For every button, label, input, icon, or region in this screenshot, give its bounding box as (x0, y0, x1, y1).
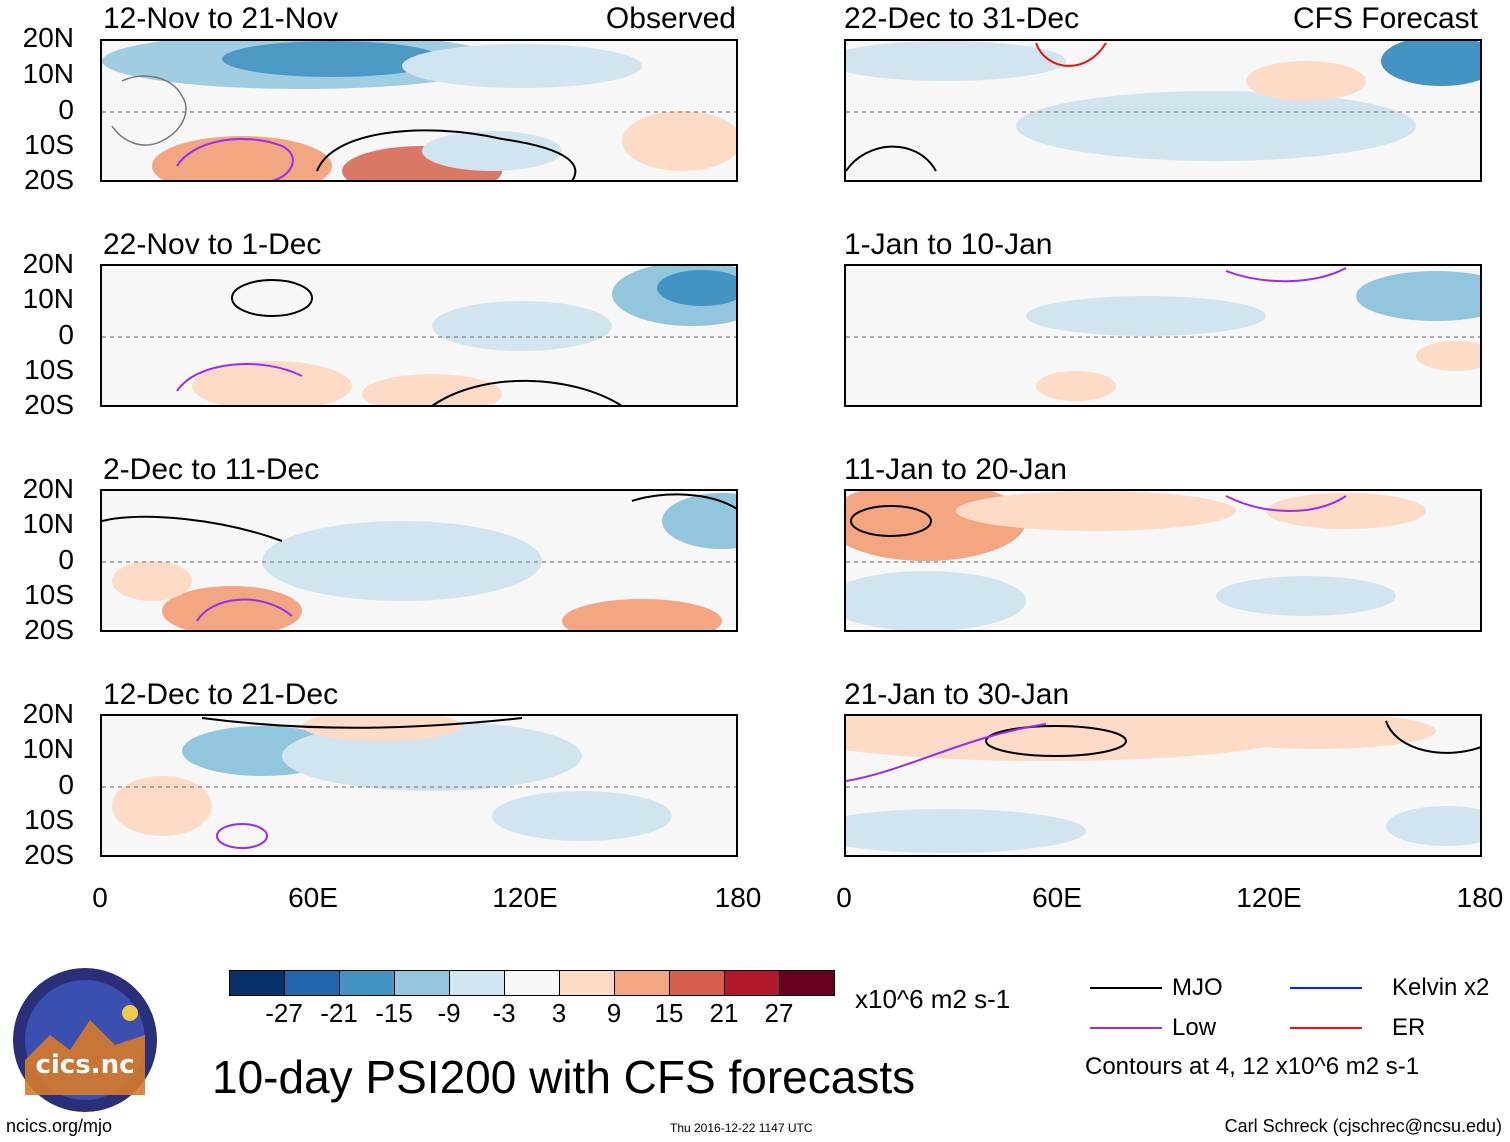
y-tick-label: 20N (22, 473, 74, 504)
legend-label: Low (1172, 1014, 1217, 1041)
y-tick-label: 0 (58, 319, 74, 350)
colorbar-swatch (560, 971, 615, 995)
colorbar-swatch (285, 971, 340, 995)
y-tick-label: 20N (22, 248, 74, 279)
colorbar-tick: 15 (654, 998, 684, 1028)
map-panel (100, 39, 738, 182)
legend-line-mjo (1090, 987, 1162, 989)
colorbar-tick: 9 (606, 998, 622, 1028)
x-tick-label: 60E (288, 882, 338, 913)
y-tick-label: 10N (22, 733, 74, 764)
legend-label: MJO (1172, 974, 1223, 1001)
x-tick-label: 180 (714, 882, 762, 913)
panel-title: 12-Nov to 21-Nov (103, 2, 339, 35)
colorbar-tick: -21 (320, 998, 358, 1028)
x-tick-label: 120E (1236, 882, 1302, 913)
observed-label: Observed (605, 2, 736, 35)
footer-site: ncics.org/mjo (6, 1116, 113, 1136)
y-tick-label: 10N (22, 283, 74, 314)
panel-title: 1-Jan to 10-Jan (844, 228, 1053, 261)
contours-note: Contours at 4, 12 x10^6 m2 s-1 (1085, 1053, 1420, 1080)
y-tick-label: 20N (22, 22, 74, 53)
colorbar-swatch (615, 971, 670, 995)
colorbar-swatch (340, 971, 395, 995)
map-panel (100, 264, 738, 407)
legend-label: Kelvin x2 (1392, 974, 1490, 1001)
y-tick-label: 10N (22, 58, 74, 89)
main-title: 10-day PSI200 with CFS forecasts (212, 1051, 916, 1103)
legend-line-kelvin (1290, 987, 1362, 989)
y-tick-label: 10S (24, 129, 74, 160)
panel-title: 21-Jan to 30-Jan (844, 678, 1070, 711)
colorbar-swatch (230, 971, 285, 995)
colorbar-swatch (780, 971, 834, 995)
map-panel (844, 264, 1482, 407)
legend-line-low (1090, 1027, 1162, 1029)
y-tick-label: 10S (24, 804, 74, 835)
panel-title: 2-Dec to 11-Dec (103, 453, 320, 486)
panel-title: 12-Dec to 21-Dec (103, 678, 339, 711)
map-panel (844, 714, 1482, 857)
legend-label: ER (1392, 1014, 1426, 1041)
y-tick-label: 20S (24, 389, 74, 420)
colorbar-tick: -9 (437, 998, 461, 1028)
x-tick-label: 180 (1456, 882, 1504, 913)
colorbar-tick: -15 (375, 998, 413, 1028)
y-tick-label: 20S (24, 614, 74, 645)
colorbar-tick: 27 (764, 998, 794, 1028)
y-tick-label: 10S (24, 579, 74, 610)
map-panel (844, 39, 1482, 182)
legend-line-er (1290, 1027, 1362, 1029)
map-panel (844, 489, 1482, 632)
panel-title: 22-Dec to 31-Dec (844, 2, 1080, 35)
colorbar-swatch (450, 971, 505, 995)
colorbar-tick: -27 (265, 998, 303, 1028)
colorbar-tick: 21 (709, 998, 739, 1028)
y-tick-label: 10S (24, 354, 74, 385)
footer-timestamp: Thu 2016-12-22 1147 UTC (670, 1121, 813, 1135)
panel-title: 22-Nov to 1-Dec (103, 228, 322, 261)
colorbar-swatch (395, 971, 450, 995)
map-panel (100, 714, 738, 857)
panel-title: 11-Jan to 20-Jan (844, 453, 1067, 486)
y-tick-label: 20S (24, 164, 74, 195)
y-tick-label: 20S (24, 839, 74, 870)
footer-author: Carl Schreck (cjschrec@ncsu.edu) (1224, 1116, 1502, 1136)
y-tick-label: 20N (22, 698, 74, 729)
x-tick-label: 0 (92, 882, 108, 913)
y-tick-label: 0 (58, 769, 74, 800)
cics-logo: cics.nc (10, 965, 160, 1115)
forecast-label: CFS Forecast (1292, 2, 1478, 35)
x-tick-label: 120E (492, 882, 558, 913)
colorbar-swatch (505, 971, 560, 995)
colorbar-swatch (725, 971, 780, 995)
colorbar (229, 970, 835, 996)
map-panel (100, 489, 738, 632)
y-tick-label: 0 (58, 94, 74, 125)
colorbar-units: x10^6 m2 s-1 (855, 984, 1011, 1014)
colorbar-tick: 3 (551, 998, 567, 1028)
y-tick-label: 0 (58, 544, 74, 575)
x-tick-label: 0 (836, 882, 852, 913)
logo-text: cics.nc (35, 1050, 134, 1080)
y-tick-label: 10N (22, 508, 74, 539)
colorbar-swatch (670, 971, 725, 995)
colorbar-tick: -3 (492, 998, 516, 1028)
x-tick-label: 60E (1032, 882, 1082, 913)
